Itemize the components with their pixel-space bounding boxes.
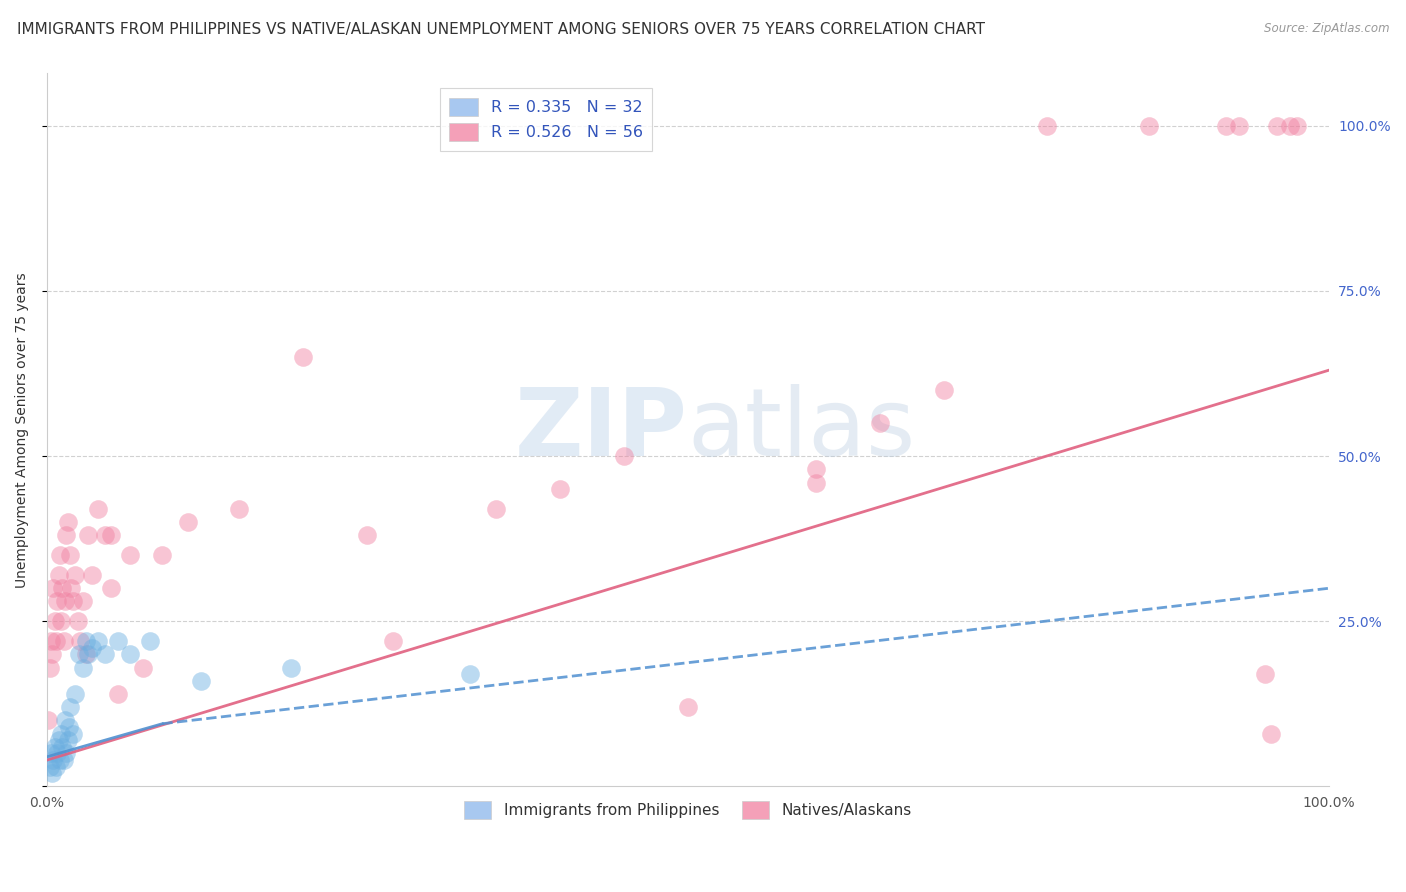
Point [41,766,63,780]
Point [107,687,129,701]
Point [49,548,72,562]
Point [138,634,160,648]
Point [87,502,110,516]
Text: ZIP: ZIP [515,384,688,475]
Point [44,615,66,629]
Point [39,747,62,761]
Point [60,582,83,596]
Y-axis label: Unemployment Among Seniors over 75 years: Unemployment Among Seniors over 75 years [15,272,30,588]
Point [44,739,66,754]
Point [1260,726,1282,740]
Point [52,753,75,767]
Text: atlas: atlas [688,384,917,475]
Point [65,568,87,582]
Point [56,515,79,529]
Point [49,726,72,740]
Point [66,615,89,629]
Point [39,634,62,648]
Point [934,383,956,397]
Point [69,634,91,648]
Point [676,700,699,714]
Point [804,462,827,476]
Point [75,648,97,662]
Point [56,733,79,747]
Point [93,528,115,542]
Point [77,648,100,662]
Point [38,759,60,773]
Legend: Immigrants from Philippines, Natives/Alaskans: Immigrants from Philippines, Natives/Ala… [458,796,918,825]
Point [382,634,405,648]
Point [132,660,155,674]
Point [804,475,827,490]
Point [120,548,142,562]
Point [177,515,200,529]
Point [53,714,76,728]
Point [190,673,212,688]
Point [45,634,67,648]
Point [48,568,70,582]
Point [107,634,129,648]
Point [59,548,82,562]
Text: IMMIGRANTS FROM PHILIPPINES VS NATIVE/ALASKAN UNEMPLOYMENT AMONG SENIORS OVER 75: IMMIGRANTS FROM PHILIPPINES VS NATIVE/AL… [17,22,984,37]
Point [228,502,250,516]
Point [484,502,506,516]
Point [280,660,302,674]
Point [51,582,73,596]
Point [80,568,103,582]
Point [49,615,72,629]
Point [62,726,84,740]
Point [100,582,122,596]
Point [1137,119,1160,133]
Point [58,720,80,734]
Point [46,747,69,761]
Point [458,667,481,681]
Point [120,648,142,662]
Point [80,640,103,655]
Point [49,753,72,767]
Point [42,582,65,596]
Point [87,634,110,648]
Point [37,714,59,728]
Point [72,594,94,608]
Point [613,449,636,463]
Text: Source: ZipAtlas.com: Source: ZipAtlas.com [1264,22,1389,36]
Point [1227,119,1250,133]
Point [51,739,73,754]
Point [292,350,315,364]
Point [59,700,82,714]
Point [55,747,77,761]
Point [53,594,76,608]
Point [1285,119,1308,133]
Point [1215,119,1237,133]
Point [356,528,378,542]
Point [869,416,891,430]
Point [100,528,122,542]
Point [65,687,87,701]
Point [41,648,63,662]
Point [72,660,94,674]
Point [45,759,67,773]
Point [52,634,75,648]
Point [62,594,84,608]
Point [42,753,65,767]
Point [48,733,70,747]
Point [38,660,60,674]
Point [55,528,77,542]
Point [548,482,571,496]
Point [46,594,69,608]
Point [1035,119,1057,133]
Point [1267,119,1289,133]
Point [77,528,100,542]
Point [75,634,97,648]
Point [93,648,115,662]
Point [1279,119,1302,133]
Point [67,648,90,662]
Point [152,548,174,562]
Point [1253,667,1275,681]
